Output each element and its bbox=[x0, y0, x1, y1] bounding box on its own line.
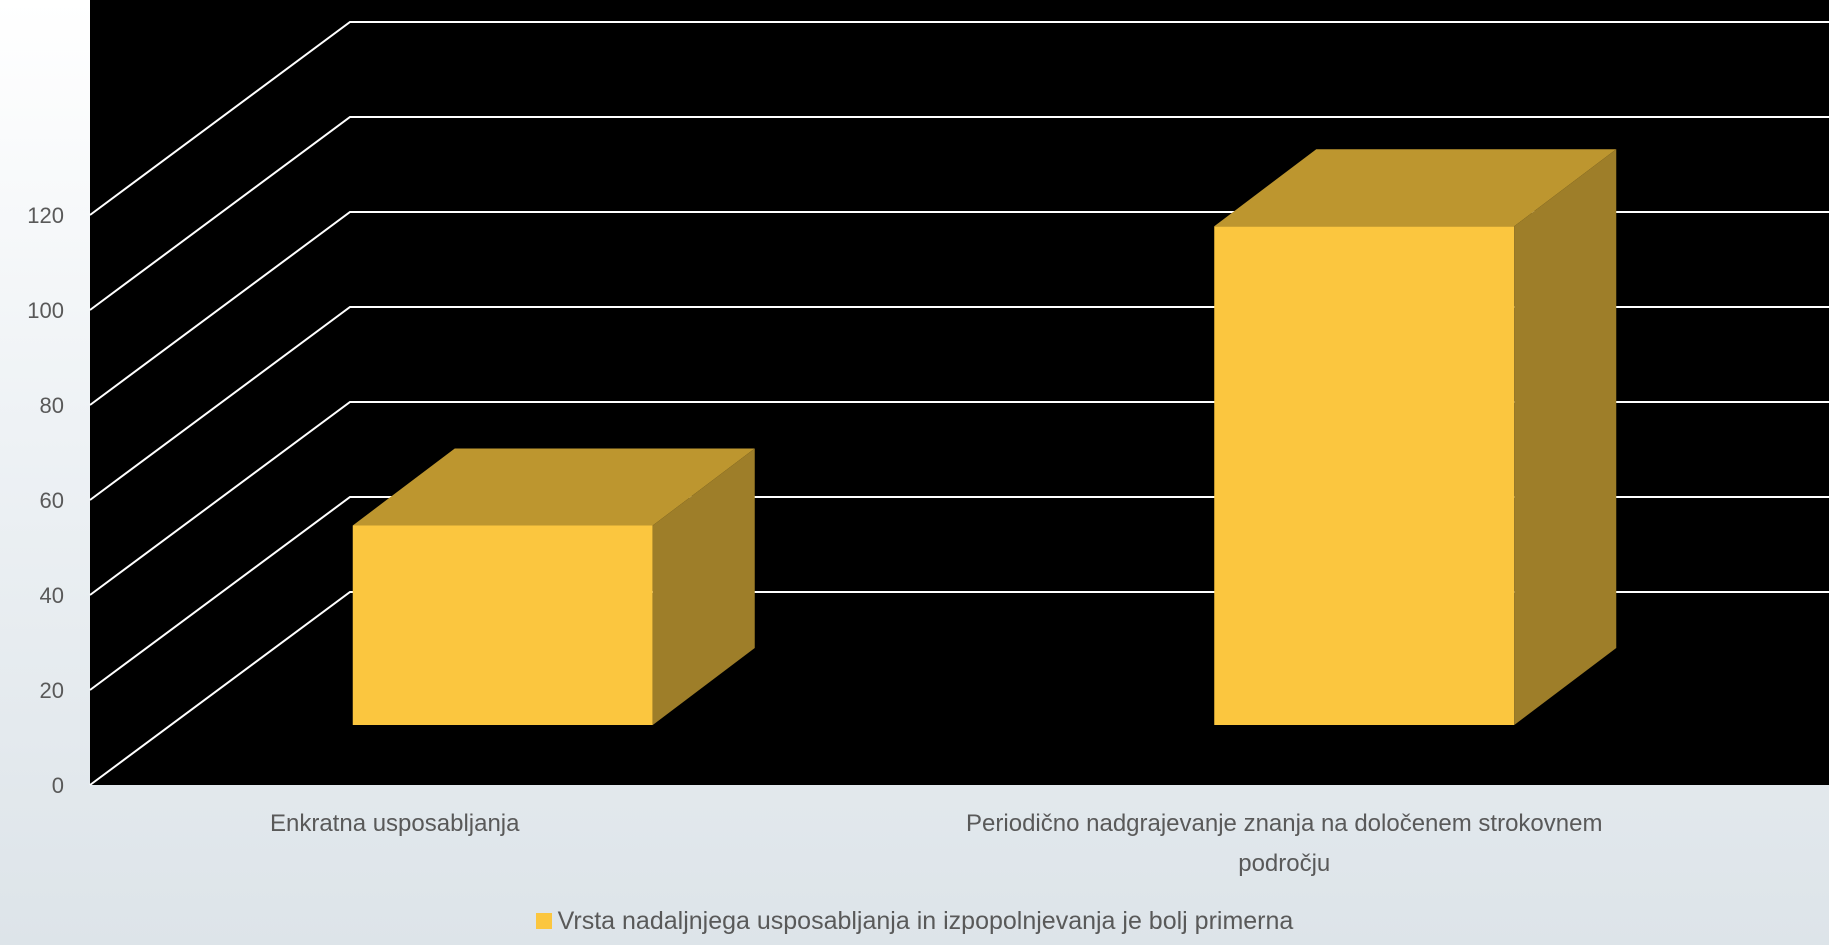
y-tick-label: 60 bbox=[40, 488, 64, 513]
y-tick-label: 120 bbox=[27, 203, 64, 228]
y-axis: 0 20 40 60 80 100 120 bbox=[27, 203, 64, 798]
legend: Vrsta nadaljnjega usposabljanja in izpop… bbox=[0, 906, 1829, 936]
y-tick-label: 100 bbox=[27, 298, 64, 323]
y-tick-label: 20 bbox=[40, 678, 64, 703]
y-tick-label: 40 bbox=[40, 583, 64, 608]
bar-top bbox=[352, 448, 755, 526]
bar-side bbox=[652, 448, 755, 725]
bars bbox=[352, 149, 1617, 725]
gridline bbox=[89, 21, 1829, 216]
bar-side bbox=[1514, 149, 1617, 725]
legend-label: Vrsta nadaljnjega usposabljanja in izpop… bbox=[557, 906, 1294, 935]
bar bbox=[1214, 149, 1617, 725]
bar-front bbox=[1214, 226, 1515, 725]
category-label: Enkratna usposabljanja bbox=[269, 810, 520, 837]
bar-top bbox=[1214, 149, 1617, 227]
y-tick-label: 0 bbox=[52, 773, 64, 798]
plot-floor bbox=[90, 0, 1829, 785]
legend-swatch bbox=[535, 913, 552, 929]
gridline bbox=[89, 116, 1829, 311]
category-label: Periodično nadgrajevanje znanja na določ… bbox=[966, 810, 1603, 877]
bar-front bbox=[352, 525, 653, 725]
bar bbox=[352, 448, 755, 725]
y-tick-label: 80 bbox=[40, 393, 64, 418]
